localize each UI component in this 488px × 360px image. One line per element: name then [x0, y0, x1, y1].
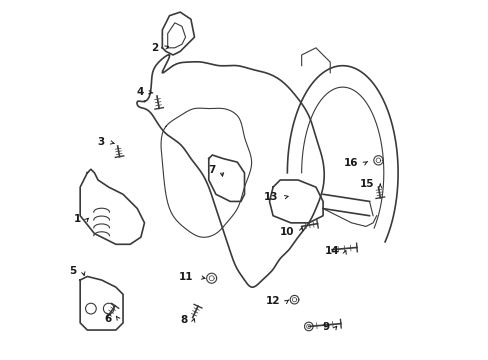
Text: 15: 15 [359, 179, 373, 189]
Text: 9: 9 [322, 322, 329, 332]
Text: 3: 3 [97, 138, 104, 148]
Text: 11: 11 [179, 272, 193, 282]
Text: 7: 7 [207, 165, 215, 175]
Text: 2: 2 [150, 43, 158, 53]
Text: 4: 4 [136, 87, 143, 98]
Text: 8: 8 [180, 315, 187, 325]
Text: 6: 6 [104, 314, 111, 324]
Text: 10: 10 [280, 227, 294, 237]
Text: 1: 1 [74, 214, 81, 224]
Text: 13: 13 [264, 192, 278, 202]
Text: 5: 5 [69, 266, 77, 276]
Text: 12: 12 [265, 296, 280, 306]
Text: 14: 14 [324, 247, 339, 256]
Text: 16: 16 [344, 158, 358, 168]
